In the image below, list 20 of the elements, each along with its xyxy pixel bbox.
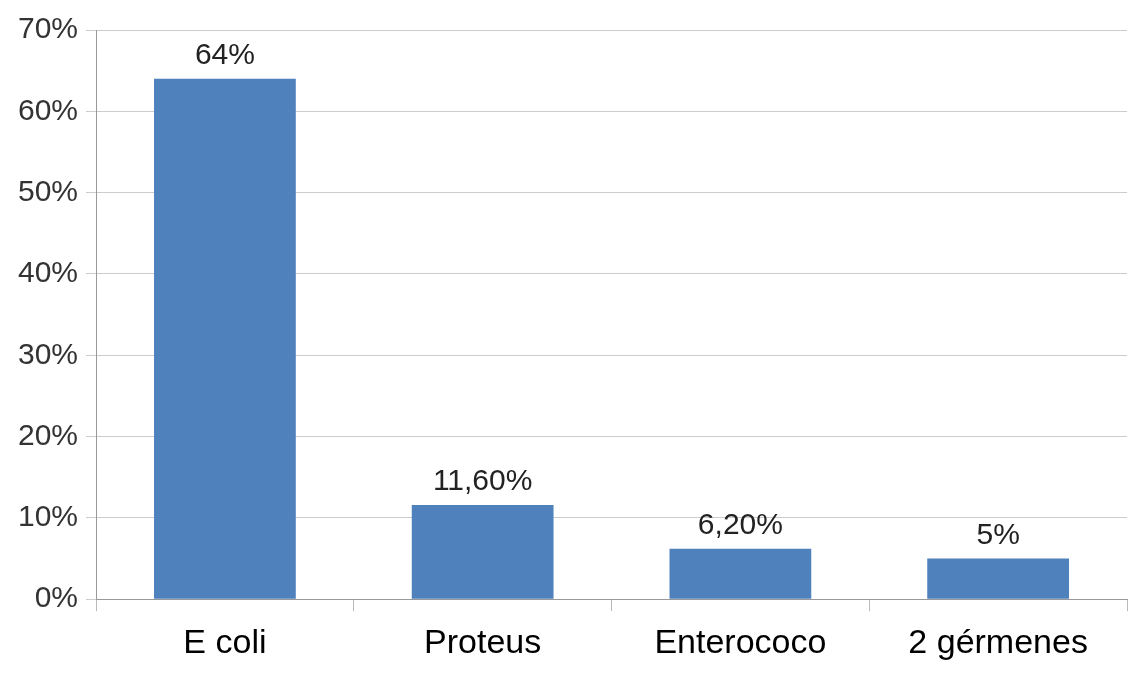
- y-tick-label: 0%: [34, 580, 79, 614]
- data-label: 6,20%: [697, 507, 783, 541]
- x-tick-label: Proteus: [424, 621, 542, 660]
- x-tick-label: E coli: [183, 621, 267, 660]
- x-tick-label: Enterococo: [654, 621, 827, 660]
- y-tick-label: 10%: [18, 499, 79, 533]
- bar: [154, 78, 296, 599]
- y-tick-label: 70%: [18, 11, 79, 45]
- y-tick-label: 60%: [18, 92, 79, 126]
- data-label: 5%: [976, 516, 1020, 550]
- data-label: 11,60%: [432, 463, 533, 497]
- y-tick-label: 50%: [18, 173, 79, 207]
- y-tick-label: 40%: [18, 255, 79, 289]
- bar: [411, 504, 554, 599]
- y-tick-label: 30%: [18, 336, 79, 370]
- bar: [927, 558, 1070, 599]
- bar: [669, 548, 812, 599]
- x-tick-label: 2 gérmenes: [908, 621, 1088, 660]
- y-tick-label: 20%: [18, 417, 79, 451]
- data-label: 64%: [194, 37, 255, 71]
